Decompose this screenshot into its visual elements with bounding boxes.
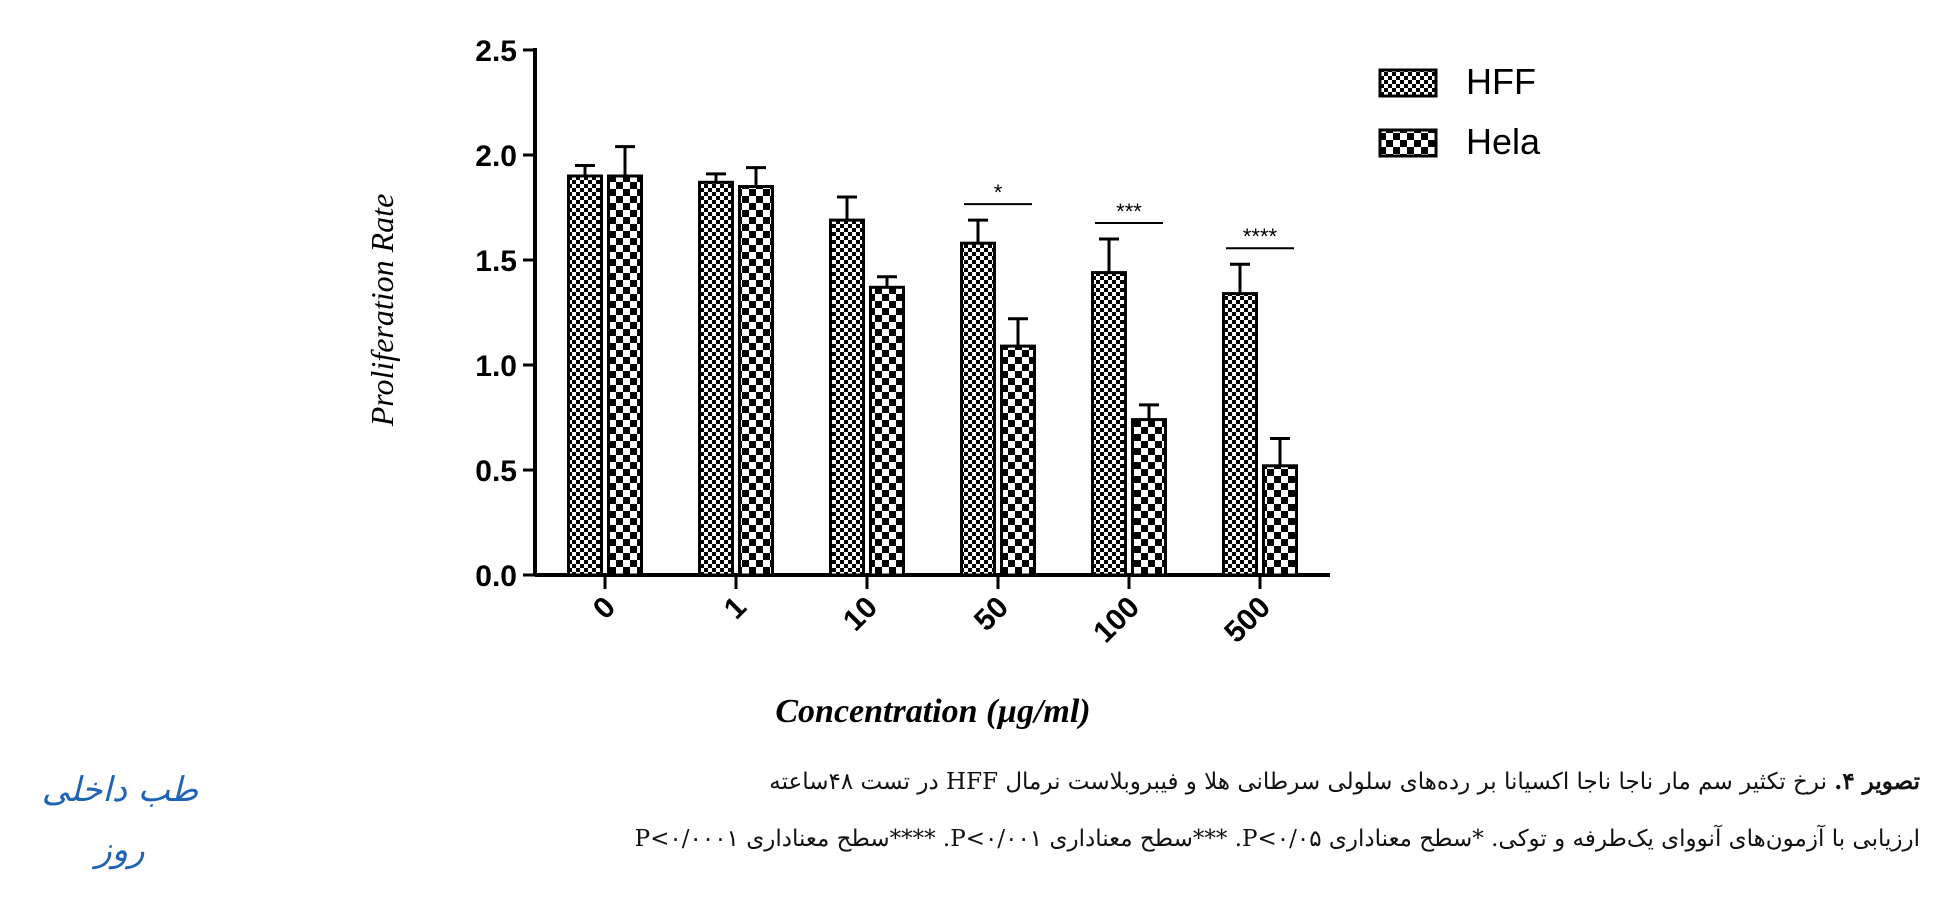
figure-number: تصویر ۴. (1834, 768, 1920, 795)
journal-logo: طب داخلی روز (41, 770, 199, 870)
y-tick-label: 1.5 (475, 245, 517, 278)
y-tick-label: 0.0 (475, 560, 517, 593)
legend-label-hela: Hela (1466, 121, 1541, 162)
bar-hff (698, 180, 734, 577)
bar-hela (869, 285, 905, 577)
x-tick-label: 100 (1087, 591, 1146, 650)
bar-hff (1222, 292, 1258, 577)
bar-hela (1131, 418, 1167, 577)
x-tick-label: 500 (1218, 591, 1277, 650)
x-tick-label: 50 (968, 591, 1015, 638)
x-tick-label: 1 (718, 591, 753, 626)
bar-hela (1000, 344, 1036, 577)
x-tick-label: 10 (837, 591, 884, 638)
significance-label: **** (1243, 224, 1278, 249)
y-axis-label: Proliferation Rate (364, 194, 400, 428)
bar-hff (1091, 271, 1127, 577)
significance-label: * (994, 180, 1003, 205)
y-tick-label: 2.5 (475, 35, 517, 68)
significance-label: *** (1116, 199, 1142, 224)
caption-text-1: نرخ تکثیر سم مار ناجا ناجا اکسیانا بر رد… (769, 769, 1835, 795)
y-tick-label: 2.0 (475, 140, 517, 173)
legend-swatch-hela (1378, 128, 1438, 158)
x-axis-label: Concentration (µg/ml) (775, 693, 1090, 730)
legend-swatch-hff (1378, 68, 1438, 98)
figure-caption-line-1: تصویر ۴. نرخ تکثیر سم مار ناجا ناجا اکسی… (220, 768, 1920, 795)
bar-hff (829, 218, 865, 577)
x-tick-label: 0 (587, 591, 622, 626)
bar-hela (738, 185, 774, 577)
bar-hff (960, 241, 996, 577)
bar-hela (1262, 464, 1298, 577)
y-tick-label: 0.5 (475, 455, 517, 488)
legend-label-hff: HFF (1466, 61, 1536, 102)
bar-hela (607, 174, 643, 577)
y-tick-label: 1.0 (475, 350, 517, 383)
figure-caption-line-2: ارزیابی با آزمون‌های آنووای یک‌طرفه و تو… (634, 826, 1920, 852)
bar-hff (567, 174, 603, 577)
